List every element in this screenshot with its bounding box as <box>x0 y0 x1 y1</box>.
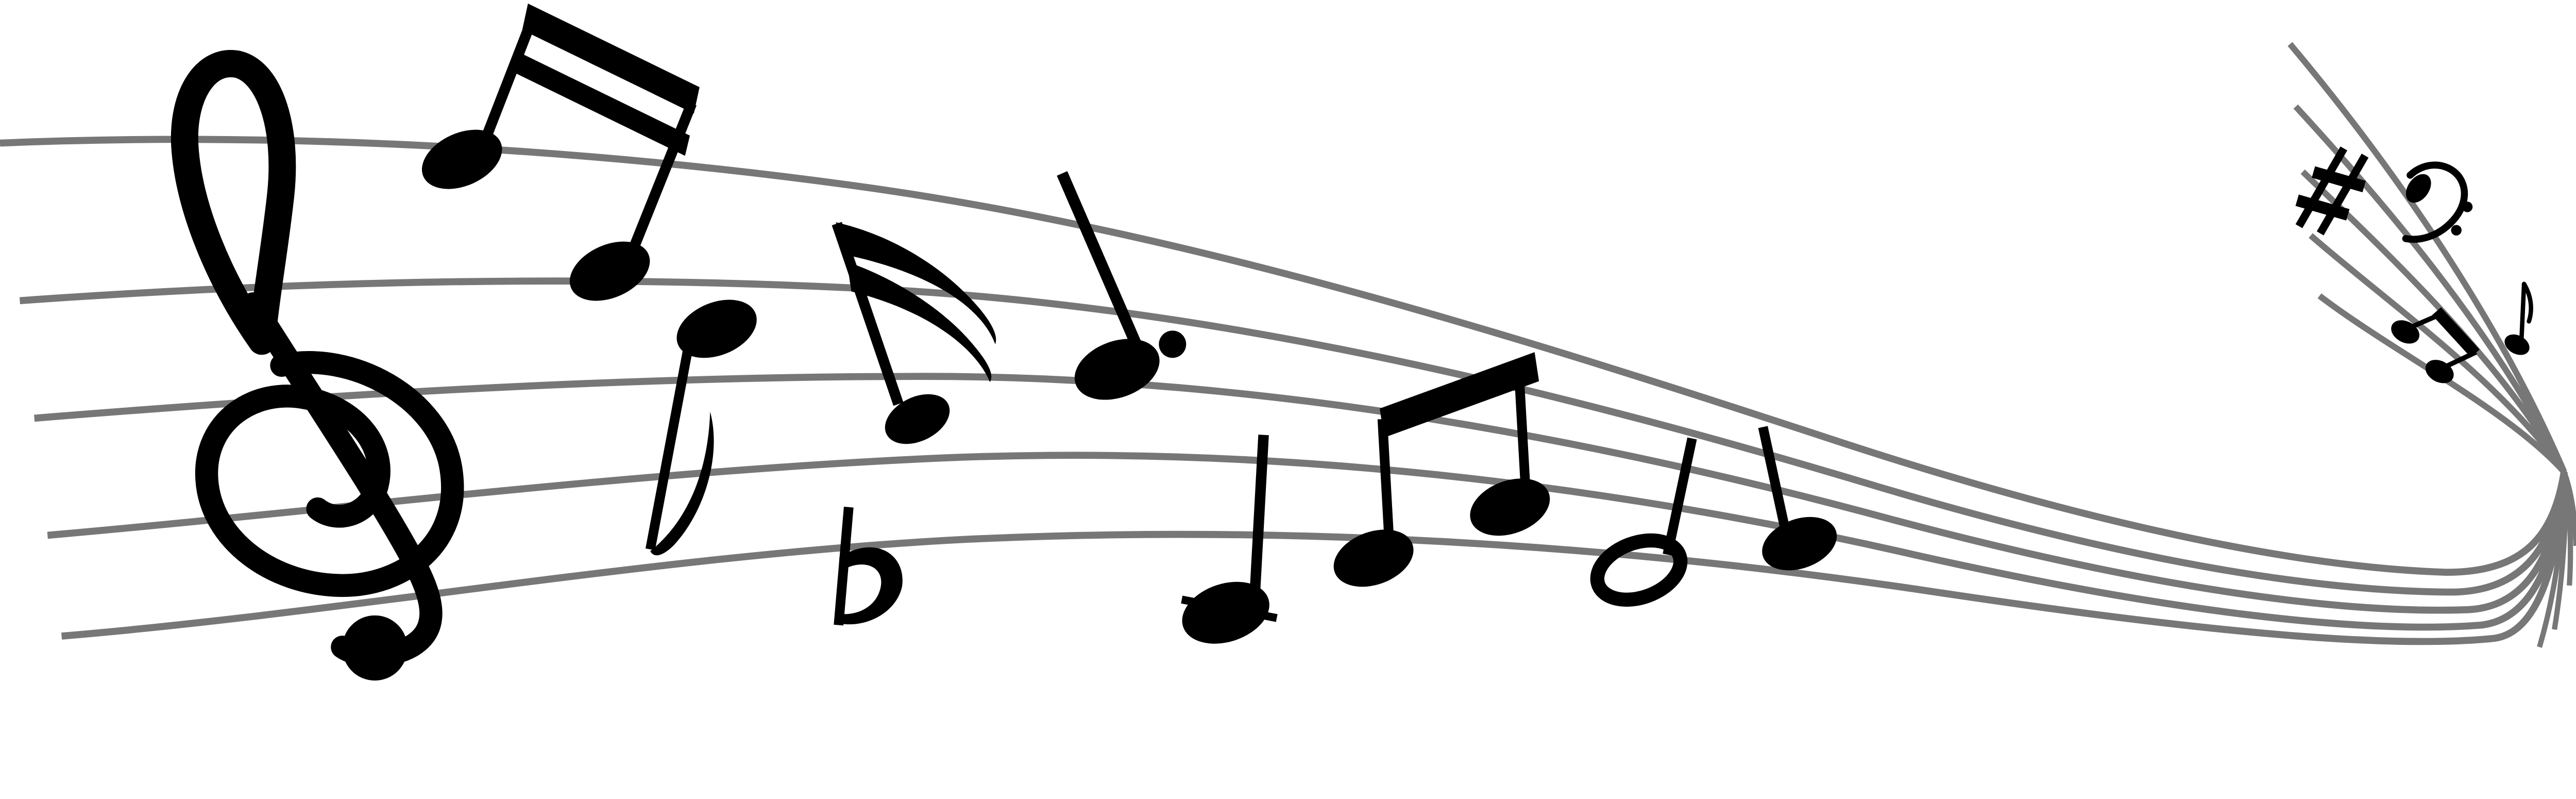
dotted-quarter-note <box>1057 171 1187 400</box>
note-head-open <box>1590 533 1688 607</box>
note-head <box>1182 581 1269 644</box>
fan-line-2 <box>2293 104 2567 474</box>
note-head <box>676 299 757 358</box>
rotated-sixteenth-note <box>832 222 996 444</box>
note-stem <box>1057 171 1144 353</box>
treble-clef-blob <box>342 615 408 681</box>
bass-clef <box>2402 161 2473 243</box>
note-stem <box>645 342 694 551</box>
flat-bowl <box>838 547 903 625</box>
sharp-sign <box>2295 146 2369 236</box>
note-stem <box>1663 437 1697 556</box>
note-head <box>885 394 950 444</box>
cusp-overshoot-4 <box>2537 472 2567 648</box>
staff-line-2 <box>19 277 2568 596</box>
staff-line-3 <box>34 373 2568 614</box>
staff-fan-lines <box>2287 42 2576 648</box>
small-eighth-note <box>2504 281 2533 355</box>
bass-clef-bowl <box>2402 161 2468 243</box>
note-head <box>569 241 650 301</box>
note-flag <box>2521 281 2533 324</box>
note-stem <box>2519 282 2527 342</box>
note-head <box>421 129 502 189</box>
half-note <box>1590 437 1697 607</box>
beamed-sixteenth-pair <box>421 3 700 301</box>
beamed-eighth-pair <box>1333 352 1550 587</box>
note-flag <box>836 222 996 344</box>
note-stem <box>1758 426 1790 532</box>
treble-clef <box>171 49 464 681</box>
bass-clef-head <box>2405 174 2431 203</box>
note-stem <box>478 12 539 147</box>
sharp-cross-bar <box>2295 194 2350 221</box>
note-head <box>1074 339 1160 400</box>
note-flag <box>650 411 714 556</box>
quarter-note <box>1758 426 1837 571</box>
note-stem <box>1249 435 1269 596</box>
inverted-eighth-note <box>645 299 757 556</box>
treble-clef-bowl <box>195 351 464 597</box>
music-staff-canvas <box>0 3 2576 681</box>
beam <box>2432 307 2480 358</box>
staff-line-4 <box>47 452 2568 631</box>
flat-sign <box>834 506 903 626</box>
fan-line-1 <box>2287 42 2567 473</box>
small-beamed-eighth-pair <box>2391 307 2480 384</box>
note-head <box>1470 478 1550 536</box>
note-stem <box>1377 419 1395 545</box>
ledger-quarter-note <box>1181 435 1278 644</box>
bass-clef-dot <box>2451 225 2462 236</box>
music-staff-illustration <box>0 3 2576 681</box>
note-stem <box>1514 369 1531 493</box>
note-stem <box>625 101 697 259</box>
bass-clef-dot <box>2462 202 2473 212</box>
augmentation-dot <box>1159 330 1187 358</box>
beam <box>1380 352 1539 438</box>
treble-clef-top-loop <box>171 49 296 355</box>
note-head <box>1333 529 1414 587</box>
note-flag <box>846 262 992 382</box>
sharp-cross-bar <box>2312 166 2366 193</box>
beam <box>513 52 690 156</box>
fan-line-4 <box>2309 233 2567 474</box>
beam <box>522 3 700 114</box>
